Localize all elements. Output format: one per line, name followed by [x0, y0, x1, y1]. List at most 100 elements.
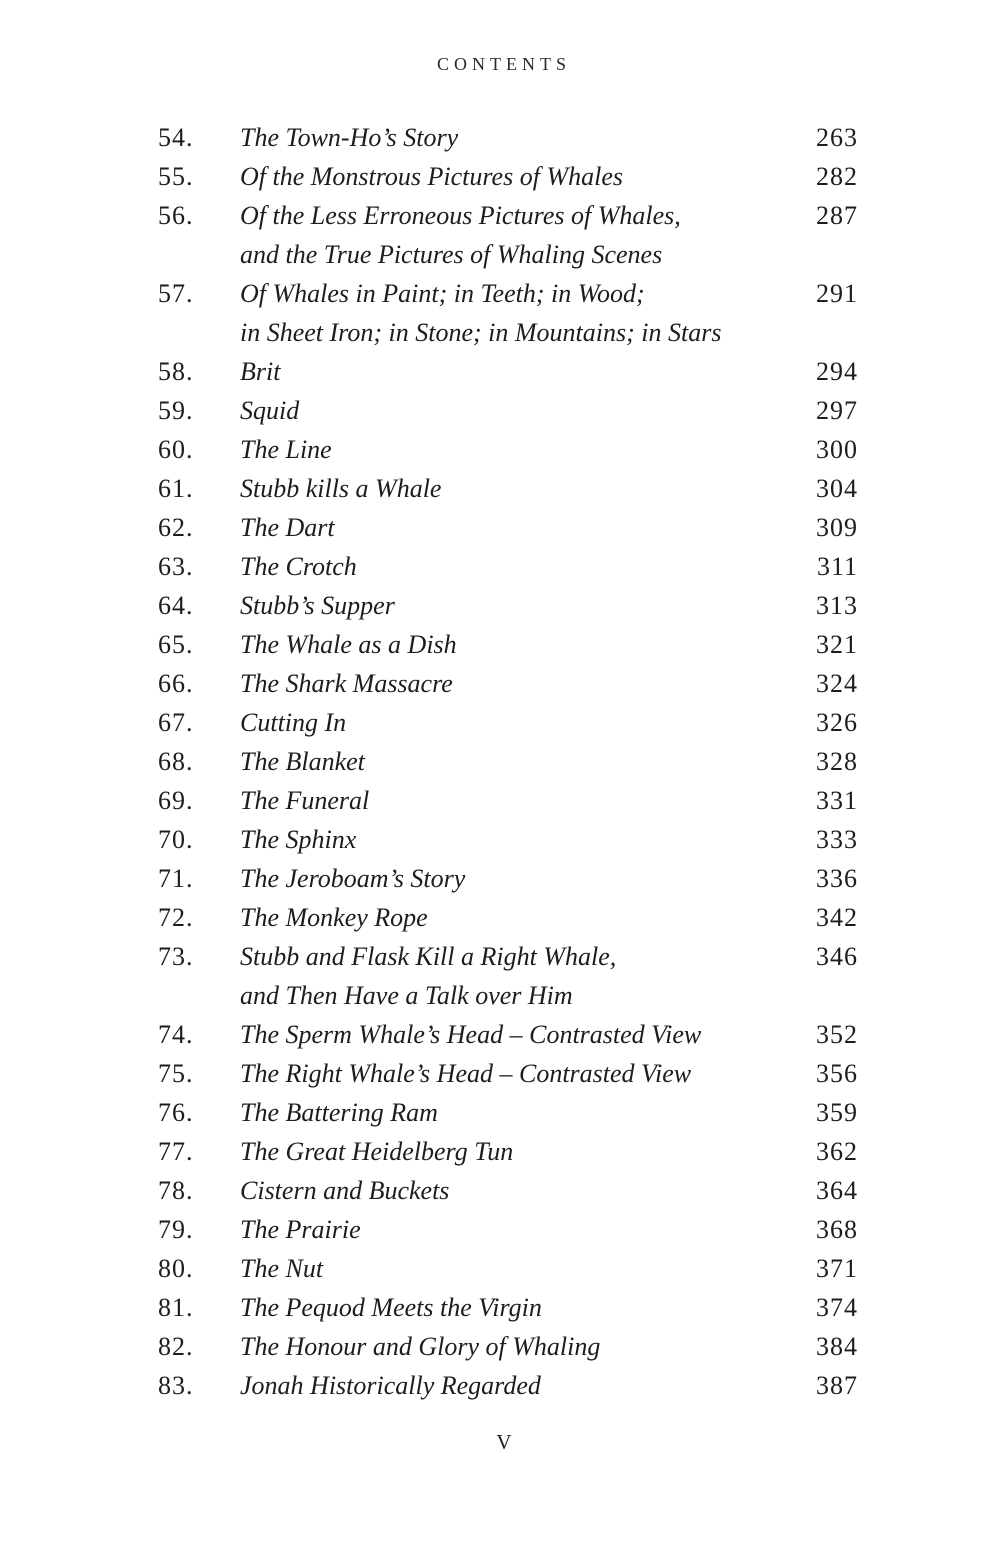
toc-entry-row: 82. The Honour and Glory of Whaling 384: [158, 1327, 858, 1366]
chapter-number: 79.: [158, 1215, 194, 1244]
chapter-number: 66.: [158, 669, 194, 698]
chapter-number: 76.: [158, 1098, 194, 1127]
toc-entry-row: 75. The Right Whale’s Head – Contrasted …: [158, 1054, 858, 1093]
chapter-number: 59.: [158, 396, 194, 425]
chapter-page-number: 287: [816, 201, 858, 230]
toc-entry-row: 68. The Blanket 328: [158, 742, 858, 781]
chapter-page-number: 300: [816, 435, 858, 464]
toc-entry-row: 65. The Whale as a Dish 321: [158, 625, 858, 664]
chapter-page-number: 333: [816, 825, 858, 854]
chapter-title: Stubb’s Supper: [240, 591, 395, 620]
chapter-number: 77.: [158, 1137, 194, 1166]
toc-entry-row: 70. The Sphinx 333: [158, 820, 858, 859]
chapter-title: Jonah Historically Regarded: [240, 1371, 541, 1400]
chapter-number: 83.: [158, 1371, 194, 1400]
chapter-title: Brit: [240, 357, 281, 386]
toc-entry-row: 71. The Jeroboam’s Story 336: [158, 859, 858, 898]
chapter-title: in Sheet Iron; in Stone; in Mountains; i…: [240, 318, 722, 347]
chapter-title: The Great Heidelberg Tun: [240, 1137, 514, 1166]
chapter-page-number: 371: [816, 1254, 858, 1283]
chapter-title: and the True Pictures of Whaling Scenes: [240, 240, 663, 269]
chapter-title: The Town-Ho’s Story: [240, 123, 459, 152]
chapter-number: 54.: [158, 123, 194, 152]
toc-entry-row: 54. The Town-Ho’s Story 263: [158, 118, 858, 157]
chapter-number: 72.: [158, 903, 194, 932]
chapter-page-number: 324: [816, 669, 858, 698]
toc-entry-row: 61. Stubb kills a Whale 304: [158, 469, 858, 508]
toc-entry-row: 78. Cistern and Buckets 364: [158, 1171, 858, 1210]
chapter-page-number: 364: [816, 1176, 858, 1205]
chapter-title: Cutting In: [240, 708, 347, 737]
toc-entry-row: 83. Jonah Historically Regarded 387: [158, 1366, 858, 1405]
chapter-number: 69.: [158, 786, 194, 815]
chapter-page-number: 336: [816, 864, 858, 893]
chapter-title: The Monkey Rope: [240, 903, 428, 932]
chapter-page-number: 326: [816, 708, 858, 737]
chapter-page-number: 359: [816, 1098, 858, 1127]
toc-list: 54. The Town-Ho’s Story 263 55. Of the M…: [158, 118, 858, 1405]
chapter-page-number: 309: [816, 513, 858, 542]
chapter-title: The Sphinx: [240, 825, 357, 854]
chapter-number: 56.: [158, 201, 194, 230]
chapter-page-number: 313: [816, 591, 858, 620]
chapter-title: Of Whales in Paint; in Teeth; in Wood;: [240, 279, 645, 308]
toc-entry-row: 64. Stubb’s Supper 313: [158, 586, 858, 625]
chapter-page-number: 342: [816, 903, 858, 932]
toc-entry-row: in Sheet Iron; in Stone; in Mountains; i…: [158, 313, 858, 352]
chapter-title: The Nut: [240, 1254, 324, 1283]
page-title: CONTENTS: [437, 54, 571, 74]
chapter-title: and Then Have a Talk over Him: [240, 981, 573, 1010]
chapter-page-number: 311: [816, 552, 858, 581]
chapter-page-number: 297: [816, 396, 858, 425]
chapter-page-number: 291: [816, 279, 858, 308]
chapter-title: The Prairie: [240, 1215, 361, 1244]
toc-entry-row: 57. Of Whales in Paint; in Teeth; in Woo…: [158, 274, 858, 313]
chapter-number: 61.: [158, 474, 194, 503]
chapter-page-number: 346: [816, 942, 858, 971]
toc-entry-row: 79. The Prairie 368: [158, 1210, 858, 1249]
toc-entry-row: 58. Brit 294: [158, 352, 858, 391]
toc-entry-row: 72. The Monkey Rope 342: [158, 898, 858, 937]
chapter-number: 70.: [158, 825, 194, 854]
chapter-page-number: 362: [816, 1137, 858, 1166]
toc-entry-row: 60. The Line 300: [158, 430, 858, 469]
toc-entry-row: 76. The Battering Ram 359: [158, 1093, 858, 1132]
chapter-title: The Whale as a Dish: [240, 630, 457, 659]
toc-entry-row: 69. The Funeral 331: [158, 781, 858, 820]
chapter-title: The Line: [240, 435, 332, 464]
chapter-title: Stubb and Flask Kill a Right Whale,: [240, 942, 617, 971]
chapter-page-number: 368: [816, 1215, 858, 1244]
toc-entry-row: 81. The Pequod Meets the Virgin 374: [158, 1288, 858, 1327]
folio-page-number: V: [496, 1430, 512, 1454]
toc-entry-row: 74. The Sperm Whale’s Head – Contrasted …: [158, 1015, 858, 1054]
toc-entry-row: 55. Of the Monstrous Pictures of Whales …: [158, 157, 858, 196]
chapter-page-number: 304: [816, 474, 858, 503]
chapter-page-number: 328: [816, 747, 858, 776]
chapter-number: 65.: [158, 630, 194, 659]
chapter-title: Cistern and Buckets: [240, 1176, 450, 1205]
chapter-number: 55.: [158, 162, 194, 191]
chapter-page-number: 374: [816, 1293, 858, 1322]
chapter-number: 62.: [158, 513, 194, 542]
chapter-title: The Battering Ram: [240, 1098, 438, 1127]
chapter-page-number: 321: [816, 630, 858, 659]
chapter-title: The Jeroboam’s Story: [240, 864, 466, 893]
chapter-page-number: 331: [816, 786, 858, 815]
chapter-number: 75.: [158, 1059, 194, 1088]
chapter-number: 82.: [158, 1332, 194, 1361]
chapter-page-number: 294: [816, 357, 858, 386]
chapter-number: 78.: [158, 1176, 194, 1205]
chapter-title: The Shark Massacre: [240, 669, 453, 698]
chapter-title: The Dart: [240, 513, 335, 542]
toc-entry-row: 73. Stubb and Flask Kill a Right Whale, …: [158, 937, 858, 976]
toc-entry-row: 66. The Shark Massacre 324: [158, 664, 858, 703]
chapter-title: Squid: [240, 396, 300, 425]
toc-entry-row: 80. The Nut 371: [158, 1249, 858, 1288]
chapter-title: The Crotch: [240, 552, 357, 581]
chapter-number: 57.: [158, 279, 194, 308]
chapter-page-number: 384: [816, 1332, 858, 1361]
chapter-title: The Honour and Glory of Whaling: [240, 1332, 601, 1361]
toc-entry-row: 59. Squid 297: [158, 391, 858, 430]
chapter-title: The Pequod Meets the Virgin: [240, 1293, 542, 1322]
